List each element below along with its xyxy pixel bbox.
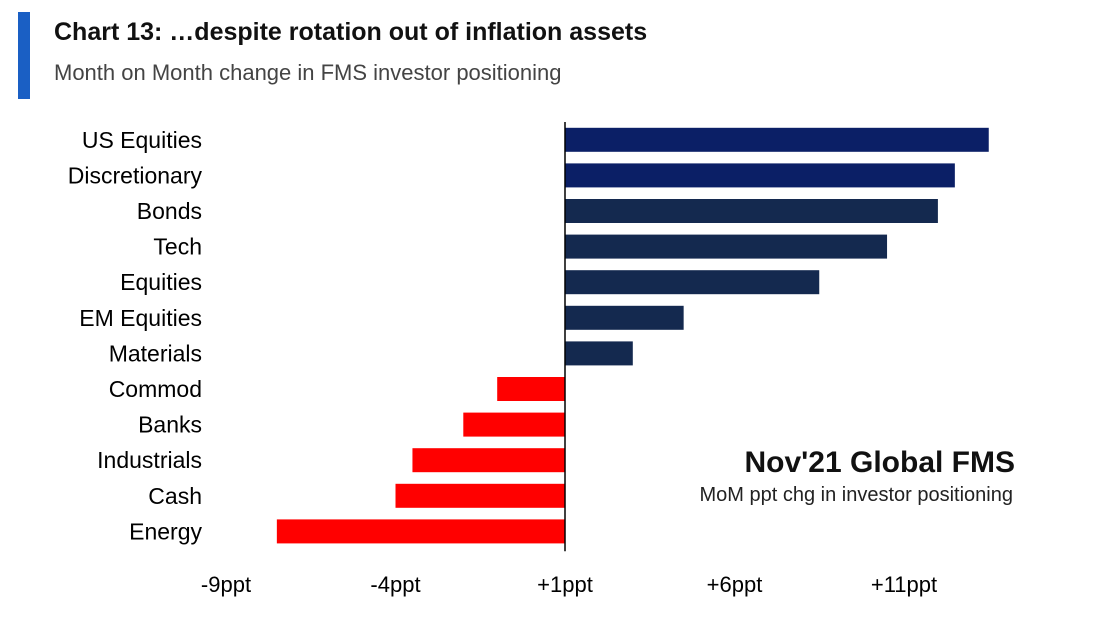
bar [565,305,684,330]
category-label: EM Equities [79,305,202,331]
annotation-title: Nov'21 Global FMS [744,446,1015,479]
x-tick-label: -9ppt [201,572,251,597]
bar [463,412,565,437]
bar [276,519,565,544]
bar [565,127,989,152]
category-label: Banks [138,412,202,438]
bar [497,377,565,401]
bar [565,199,938,223]
annotation-subtitle: MoM ppt chg in investor positioning [699,484,1014,506]
category-label: Tech [153,234,202,260]
bar [565,341,633,366]
title-accent-bar [18,12,30,99]
x-tick-label: +1ppt [537,572,593,597]
x-tick-label: +6ppt [707,572,763,597]
category-label: Bonds [137,198,202,224]
category-label: Commod [109,376,202,402]
x-tick-label: +11ppt [871,572,937,597]
bar [565,270,820,295]
bar [412,448,565,473]
category-label: Materials [109,340,202,366]
bar [565,163,955,188]
category-label: Industrials [97,447,202,473]
category-label: Cash [148,483,202,509]
bar [395,483,565,508]
category-label: US Equities [82,127,202,153]
chart-title: Chart 13: …despite rotation out of infla… [54,18,648,46]
category-label: Equities [120,269,202,295]
category-label: Energy [129,518,202,544]
category-label: Discretionary [68,162,203,188]
chart-subtitle: Month on Month change in FMS investor po… [54,60,562,85]
x-tick-label: -4ppt [370,572,420,597]
bar [565,234,888,259]
